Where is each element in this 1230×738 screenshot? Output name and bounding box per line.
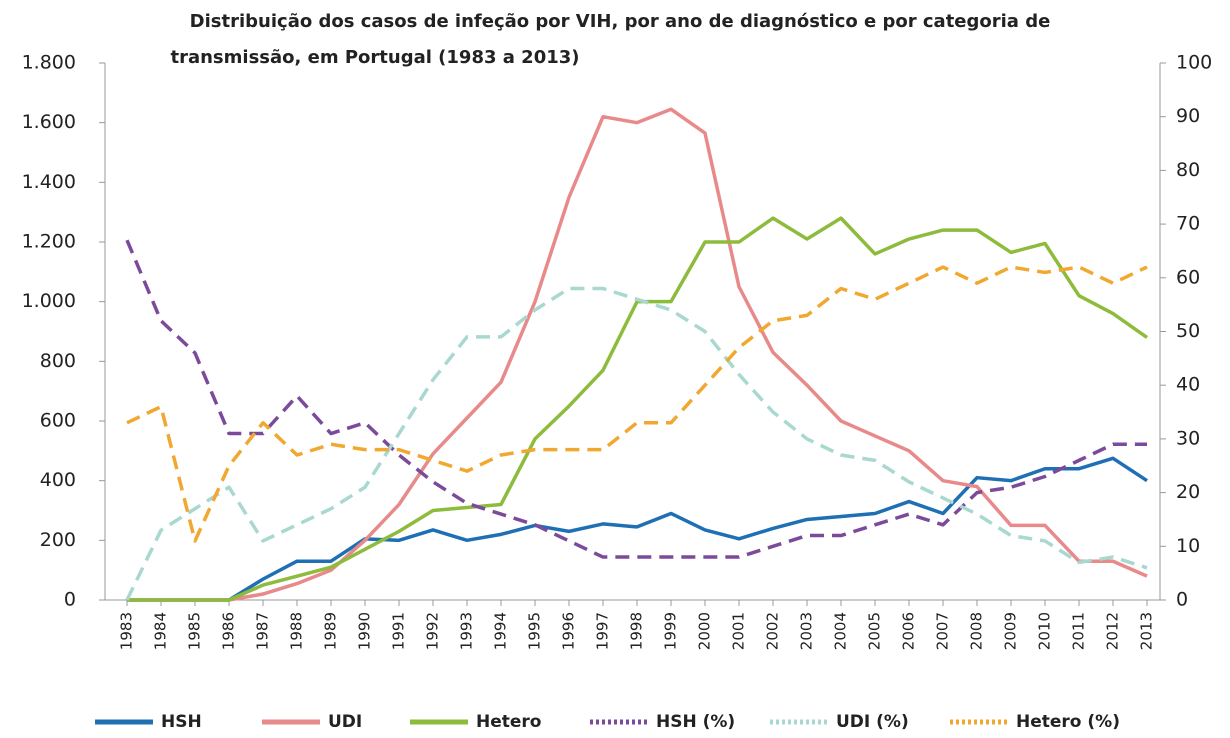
x-tick-label: 2006 [900,612,918,650]
legend-label: HSH (%) [656,712,735,732]
x-tick-label: 1999 [662,612,680,650]
x-tick-label: 2003 [798,612,816,650]
y-tick-label: 1.200 [22,231,76,253]
series-line [125,286,1148,601]
y-tick-label: 1.800 [22,52,76,74]
x-tick-label: 1987 [254,612,272,650]
series-line [127,456,1148,602]
x-tick-label: 2013 [1138,612,1156,650]
x-tick-label: 2008 [968,612,986,650]
y-tick-label: 1.600 [22,111,76,133]
x-tick-label: 2000 [696,612,714,650]
x-tick-label: 1986 [220,612,238,650]
x-tick-label: 2002 [764,612,782,650]
x-tick-label: 1994 [492,612,510,650]
x-tick-label: 2001 [730,612,748,650]
y-tick-label: 600 [40,410,76,432]
x-tick-label: 1984 [152,612,170,650]
series-line [127,216,1149,602]
y2-tick-label: 50 [1176,320,1200,342]
x-tick-label: 1998 [628,612,646,650]
y2-tick-label: 70 [1176,213,1200,235]
x-tick-label: 2007 [934,612,952,650]
y2-tick-label: 30 [1176,427,1200,449]
x-tick-label: 2011 [1070,612,1088,650]
chart-title: Distribuição dos casos de infeção por VI… [190,11,1051,32]
x-tick-label: 1996 [560,612,578,650]
series-line [127,107,1148,602]
series-line [126,265,1148,543]
y2-tick-label: 0 [1176,589,1188,611]
x-tick-label: 2004 [832,612,850,650]
x-tick-label: 1983 [118,612,136,650]
x-tick-label: 2005 [866,612,884,650]
y2-tick-label: 90 [1176,105,1200,127]
x-tick-label: 1993 [458,612,476,650]
y2-tick-label: 100 [1176,52,1212,74]
x-tick-label: 1991 [390,612,408,650]
y-tick-label: 200 [40,529,76,551]
x-tick-label: 1985 [186,612,204,650]
y-tick-label: 0 [64,589,76,611]
legend-label: UDI [328,712,362,732]
x-tick-label: 2012 [1104,612,1122,650]
x-tick-label: 1989 [322,612,340,650]
x-tick-label: 2010 [1036,612,1054,650]
series-line [125,239,1147,559]
y-tick-label: 800 [40,350,76,372]
x-tick-label: 1995 [526,612,544,650]
x-tick-label: 1988 [288,612,306,650]
x-tick-label: 1992 [424,612,442,650]
legend-label: UDI (%) [836,712,909,732]
x-tick-label: 1997 [594,612,612,650]
x-tick-label: 2009 [1002,612,1020,650]
y2-tick-label: 40 [1176,374,1200,396]
y2-tick-label: 60 [1176,266,1200,288]
y-tick-label: 1.000 [22,290,76,312]
legend-label: Hetero [476,712,541,732]
y-tick-label: 400 [40,469,76,491]
y-tick-label: 1.400 [22,171,76,193]
y2-tick-label: 10 [1176,535,1200,557]
legend-label: Hetero (%) [1016,712,1120,732]
y2-tick-label: 20 [1176,481,1200,503]
y2-tick-label: 80 [1176,159,1200,181]
chart-title: transmissão, em Portugal (1983 a 2013) [170,47,579,68]
legend-label: HSH [161,712,202,732]
x-tick-label: 1990 [356,612,374,650]
